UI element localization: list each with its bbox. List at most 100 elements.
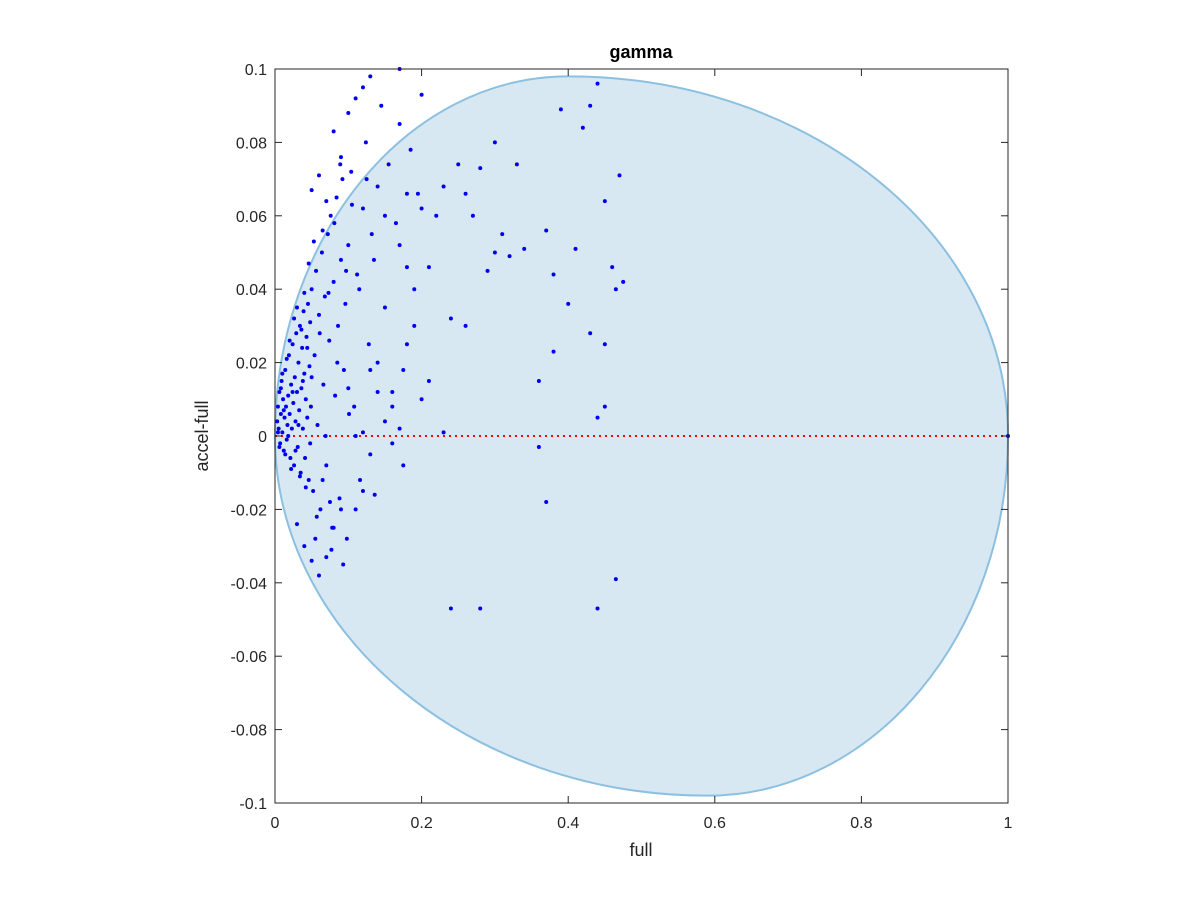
scatter-point (302, 290, 307, 295)
scatter-point (300, 378, 305, 383)
scatter-point (332, 221, 337, 226)
scatter-point (280, 371, 285, 376)
scatter-point (278, 441, 283, 446)
scatter-point (334, 195, 339, 200)
scatter-point (277, 445, 282, 450)
scatter-point (375, 360, 380, 365)
scatter-point (303, 456, 308, 461)
scatter-point (366, 342, 371, 347)
scatter-point (275, 430, 280, 435)
scatter-point (419, 206, 424, 211)
scatter-point (463, 323, 468, 328)
scatter-point (357, 287, 362, 292)
scatter-point (313, 536, 318, 541)
scatter-point (613, 577, 618, 582)
y-axis-ticks: -0.1 -0.08 -0.06 -0.04 -0.02 0 0.02 0.04 0.06 0.0… (231, 62, 1008, 813)
scatter-point (323, 434, 328, 438)
scatter-point (397, 426, 402, 431)
scatter-point (290, 389, 295, 394)
scatter-point (296, 422, 301, 427)
scatter-point (338, 155, 343, 160)
scatter-point (573, 246, 578, 251)
scatter-point (289, 382, 294, 387)
axes: 0 0.2 0.4 0.6 0.8 1 -0.1-0.08-0.06-0.04-0.020… (231, 62, 1013, 832)
scatter-point (621, 279, 626, 284)
scatter-point (294, 522, 299, 527)
scatter-point (299, 386, 304, 391)
scatter-point (588, 331, 593, 336)
scatter-point (485, 268, 490, 273)
scatter-point (371, 257, 376, 262)
scatter-point (317, 331, 322, 336)
scatter-point (292, 463, 297, 468)
scatter-point (544, 228, 549, 233)
scatter-point (360, 206, 365, 211)
scatter-point (404, 265, 409, 270)
scatter-point (393, 221, 398, 226)
scatter-point (470, 213, 475, 218)
scatter-point (283, 404, 288, 409)
scatter-point (300, 426, 305, 431)
y-tick-label: -0.06 (231, 649, 268, 666)
scatter-point (379, 103, 384, 108)
y-tick-label: 0 (258, 429, 267, 446)
scatter-point (276, 426, 281, 431)
scatter-point (305, 345, 310, 350)
scatter-point (353, 434, 358, 438)
scatter-point (275, 404, 280, 409)
scatter-point (294, 305, 299, 310)
scatter-point (286, 393, 291, 398)
scatter-point (309, 558, 314, 563)
scatter-point (294, 389, 299, 394)
scatter-point (280, 430, 285, 435)
scatter-point (390, 441, 395, 446)
scatter-point (352, 404, 357, 409)
scatter-point (338, 257, 343, 262)
scatter-point (344, 268, 349, 273)
scatter-point (335, 360, 340, 365)
scatter-point (522, 246, 527, 251)
scatter-point (281, 397, 286, 402)
scatter-point (602, 342, 607, 347)
scatter-point (308, 320, 313, 325)
scatter-point (397, 243, 402, 248)
scatter-point (306, 261, 311, 266)
scatter-point (382, 213, 387, 218)
scatter-point (327, 338, 332, 343)
scatter-point (401, 463, 406, 468)
scatter-point (304, 334, 309, 339)
scatter-point (289, 467, 294, 472)
scatter-point (463, 191, 468, 196)
scatter-point (355, 272, 360, 277)
scatter-point (328, 213, 333, 218)
scatter-point (297, 474, 302, 479)
scatter-point (327, 500, 332, 505)
scatter-point (331, 129, 336, 134)
scatter-point (375, 184, 380, 189)
scatter-point (281, 408, 286, 413)
scatter-point (397, 122, 402, 127)
scatter-point (315, 422, 320, 427)
scatter-point (296, 360, 301, 365)
scatter-point (368, 367, 373, 372)
scatter-point (426, 378, 431, 383)
scatter-point (566, 301, 571, 306)
scatter-point (492, 250, 497, 255)
scatter-point (282, 415, 287, 420)
scatter-point (419, 92, 424, 97)
scatter-point (602, 404, 607, 409)
scatter-point (286, 434, 291, 438)
scatter-point (316, 173, 321, 178)
scatter-point (283, 452, 288, 457)
scatter-point (347, 411, 352, 416)
scatter-point (320, 478, 325, 483)
scatter-point (353, 507, 358, 512)
scatter-point (312, 353, 317, 358)
scatter-point (500, 232, 505, 237)
scatter-point (293, 419, 298, 424)
scatter-point (341, 562, 346, 567)
scatter-point (283, 367, 288, 372)
x-tick-label: 0.8 (850, 815, 872, 832)
scatter-point (369, 232, 374, 237)
